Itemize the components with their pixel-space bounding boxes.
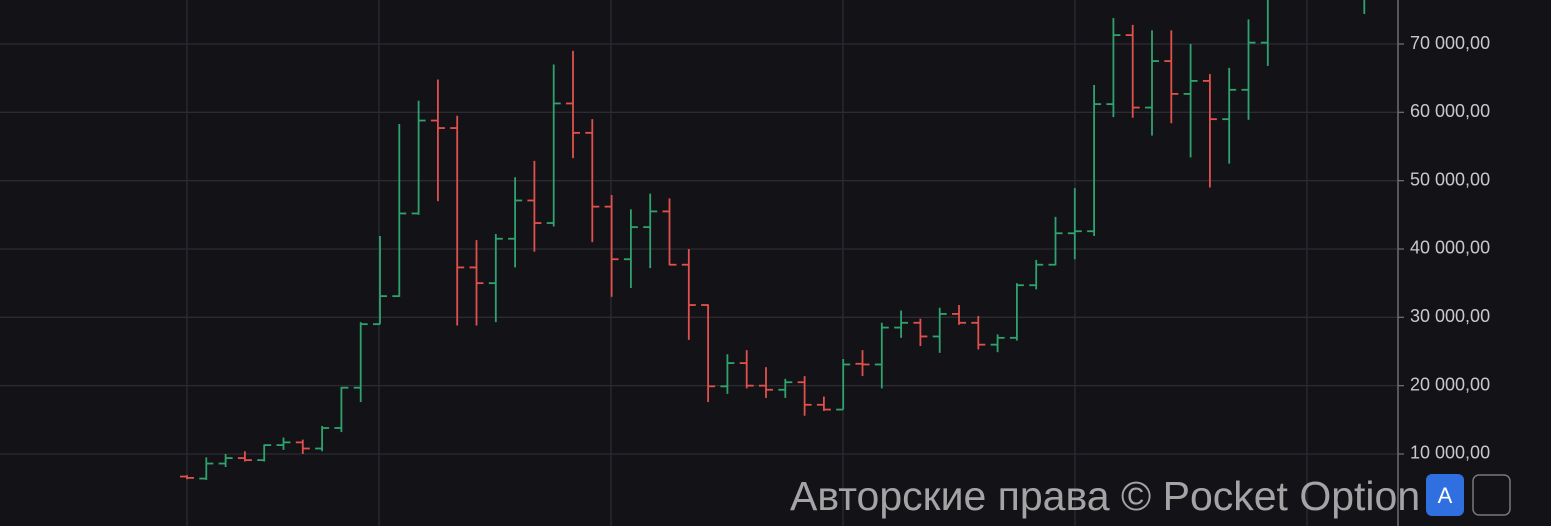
ohlc-bar xyxy=(1222,67,1237,164)
ohlc-bar xyxy=(315,425,330,452)
ohlc-bar xyxy=(952,305,966,325)
ohlc-bar xyxy=(874,322,889,389)
y-tick-label: 30 000,00 xyxy=(1410,306,1490,326)
ohlc-bar xyxy=(1087,85,1102,237)
ohlc-bar xyxy=(739,350,754,389)
y-tick-label: 50 000,00 xyxy=(1410,169,1490,189)
ohlc-bar xyxy=(1202,74,1217,188)
ohlc-bar xyxy=(836,359,851,411)
ohlc-bar xyxy=(411,100,426,215)
ohlc-bar xyxy=(990,334,1005,353)
ohlc-bar xyxy=(797,376,812,416)
y-tick-label: 40 000,00 xyxy=(1410,238,1490,258)
ohlc-bar xyxy=(604,195,619,297)
ohlc-bar xyxy=(855,350,870,377)
ohlc-bar xyxy=(237,451,252,462)
auto-scale-label: A xyxy=(1438,483,1453,508)
ohlc-bar xyxy=(913,318,928,347)
ohlc-bar xyxy=(894,310,909,338)
ohlc-bar xyxy=(527,160,542,252)
ohlc-bar xyxy=(816,396,831,411)
ohlc-bar xyxy=(392,123,407,298)
ohlc-bar xyxy=(1183,44,1198,158)
ohlc-bar xyxy=(1260,0,1269,66)
ohlc-bar xyxy=(1164,30,1179,124)
ohlc-bar xyxy=(508,177,523,268)
ohlc-bar xyxy=(199,457,214,480)
ohlc-bar xyxy=(585,119,600,243)
ohlc-bar xyxy=(566,50,580,159)
bars xyxy=(180,0,1366,480)
ohlc-bar xyxy=(1241,19,1256,120)
ohlc-bar xyxy=(218,453,233,467)
ohlc-bar xyxy=(450,115,465,326)
ohlc-bar xyxy=(1067,188,1082,260)
ohlc-bar xyxy=(759,367,773,398)
ohlc-bar xyxy=(180,475,194,480)
ohlc-bar xyxy=(334,386,349,433)
y-tick-label: 60 000,00 xyxy=(1410,101,1490,121)
ohlc-bar xyxy=(1125,24,1140,118)
ohlc-bar xyxy=(1106,18,1121,118)
ohlc-bar xyxy=(257,444,272,462)
value-grid xyxy=(0,43,1398,455)
ohlc-bar xyxy=(662,198,677,266)
ohlc-bar xyxy=(1029,259,1044,290)
ohlc-bar xyxy=(720,354,735,394)
ohlc-bar xyxy=(295,439,310,454)
y-tick-label: 70 000,00 xyxy=(1410,33,1490,53)
ohlc-bar xyxy=(469,240,484,326)
settings-button[interactable] xyxy=(1472,474,1511,516)
ohlc-bar xyxy=(1009,283,1024,341)
ohlc-bar xyxy=(932,307,947,353)
watermark: Авторские права © Pocket Option xyxy=(790,473,1420,519)
ohlc-bar xyxy=(276,437,291,450)
price-axis: 10 000,00 20 000,00 30 000,00 40 000,00 50 0… xyxy=(1398,33,1490,463)
ohlc-bar xyxy=(778,378,793,398)
ohlc-bar xyxy=(1145,30,1159,136)
ohlc-bar xyxy=(681,248,696,340)
ohlc-bar xyxy=(546,64,561,227)
ohlc-bar xyxy=(488,233,503,323)
ohlc-bar xyxy=(1048,216,1063,266)
ohlc-bar xyxy=(701,304,716,403)
ohlc-bar xyxy=(623,209,638,288)
ohlc-bar xyxy=(353,322,368,403)
ohlc-bar xyxy=(971,315,986,350)
auto-scale-button[interactable] xyxy=(1426,474,1464,516)
y-tick-label: 20 000,00 xyxy=(1410,374,1490,394)
ohlc-bar xyxy=(643,193,658,269)
y-tick-label: 10 000,00 xyxy=(1410,443,1490,463)
ohlc-bar xyxy=(430,79,445,202)
ohlc-bar xyxy=(373,236,387,326)
